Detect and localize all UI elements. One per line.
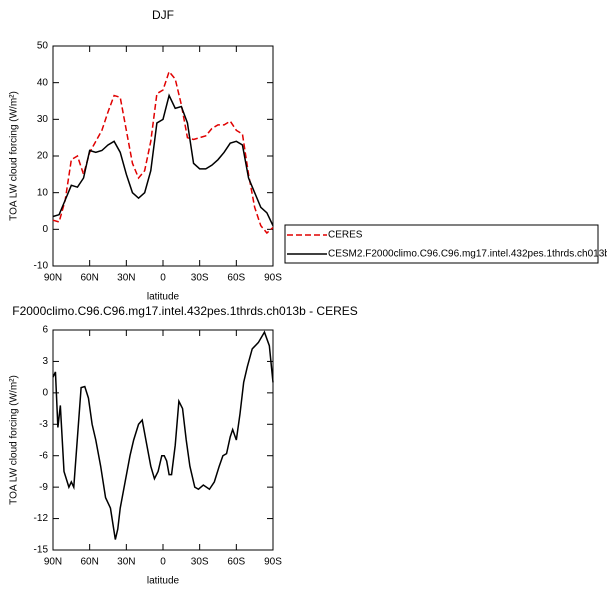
y-tick-label: 6 [42,325,48,336]
chart-title: DJF [152,8,174,22]
y-axis-label: TOA LW cloud forcing (W/m²) [9,375,20,505]
x-axis-label: latitude [147,292,180,303]
x-tick-label: 0 [160,557,166,568]
x-tick-label: 30S [191,557,209,568]
y-tick-label: 20 [37,151,49,162]
x-tick-label: 60N [80,557,98,568]
y-tick-label: 40 [37,77,49,88]
plot-frame [52,45,274,267]
x-tick-label: 90S [264,273,282,284]
y-tick-label: -12 [34,513,49,524]
y-tick-label: -9 [39,482,48,493]
x-tick-label: 90N [44,557,62,568]
y-tick-label: 0 [42,387,48,398]
y-tick-label: -6 [39,450,48,461]
y-tick-label: -10 [34,261,49,272]
y-tick-label: 3 [42,356,48,367]
x-tick-label: 30N [117,273,135,284]
data-line [52,93,274,226]
chart-title: F2000climo.C96.C96.mg17.intel.432pes.1th… [12,304,358,318]
x-tick-label: 30S [191,273,209,284]
legend-label: CESM2.F2000climo.C96.C96.mg17.intel.432p… [328,249,607,260]
y-tick-label: 30 [37,114,49,125]
y-axis-label: TOA LW cloud forcing (W/m²) [9,91,20,221]
x-tick-label: 60S [227,557,245,568]
x-tick-label: 0 [160,273,166,284]
x-axis-label: latitude [147,576,180,587]
data-line [52,330,274,540]
data-line [52,70,274,235]
x-tick-label: 60S [227,273,245,284]
plot-frame [52,329,274,551]
x-tick-label: 90S [264,557,282,568]
x-tick-label: 90N [44,273,62,284]
x-tick-label: 60N [80,273,98,284]
y-tick-label: -3 [39,419,48,430]
y-tick-label: 0 [42,224,48,235]
legend-box [284,224,599,264]
y-tick-label: 10 [37,187,49,198]
legend-label: CERES [328,230,363,241]
x-tick-label: 30N [117,557,135,568]
y-tick-label: 50 [37,41,49,52]
y-tick-label: -15 [34,545,49,556]
